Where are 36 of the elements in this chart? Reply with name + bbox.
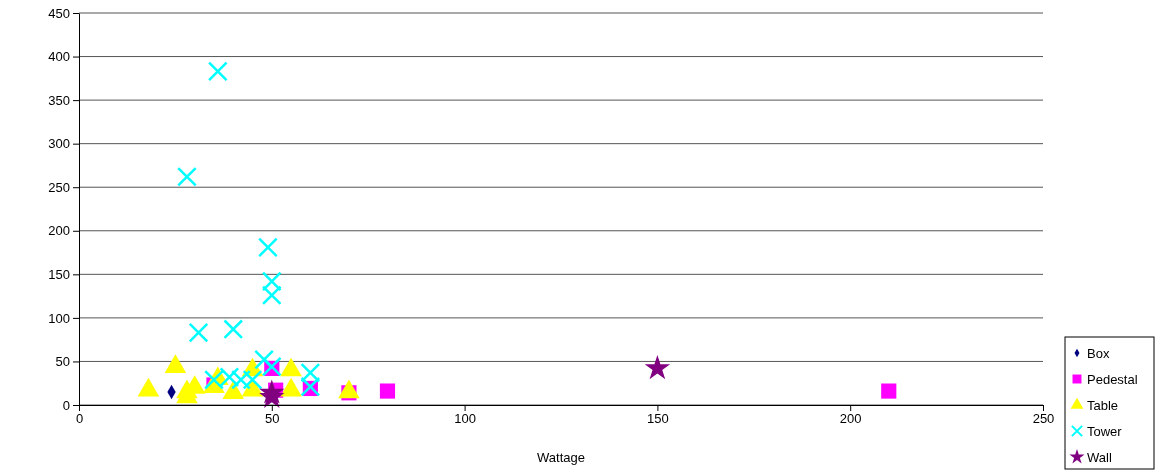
point (261, 285, 282, 306)
y-tick-label: 0 (62, 397, 70, 413)
legend-label: Table (1087, 398, 1119, 413)
point (379, 383, 396, 399)
point (881, 383, 897, 399)
point (257, 237, 278, 258)
y-tick-label: 250 (48, 179, 70, 195)
x-tick-label: 100 (454, 411, 476, 427)
y-tick-label: 300 (48, 136, 70, 152)
x-axis-title: Wattage (537, 450, 585, 465)
legend-label: Pedestal (1087, 372, 1138, 387)
y-tick-label: 150 (48, 266, 70, 282)
y-tick-label: 450 (48, 5, 70, 21)
y-tick-label: 100 (48, 310, 70, 326)
x-tick-label: 0 (75, 411, 84, 427)
point (644, 355, 671, 380)
x-tick-label: 200 (839, 411, 862, 427)
legend-label: Tower (1087, 424, 1123, 439)
point (230, 369, 251, 390)
point (223, 319, 244, 340)
point (207, 61, 228, 82)
y-tick-label: 50 (55, 354, 70, 370)
point (242, 369, 263, 390)
y-tick-label: 400 (48, 49, 70, 65)
legend-label: Box (1087, 346, 1110, 361)
point (254, 349, 275, 370)
x-tick-label: 150 (647, 411, 669, 427)
y-tick-label: 200 (48, 223, 70, 239)
legend-label: Wall (1087, 450, 1112, 465)
x-tick-label: 50 (265, 411, 280, 427)
point (261, 271, 282, 292)
y-tick-label: 350 (48, 92, 70, 108)
point (300, 362, 321, 383)
x-tick-label: 250 (1032, 411, 1055, 427)
point (188, 322, 209, 343)
point (177, 166, 197, 187)
